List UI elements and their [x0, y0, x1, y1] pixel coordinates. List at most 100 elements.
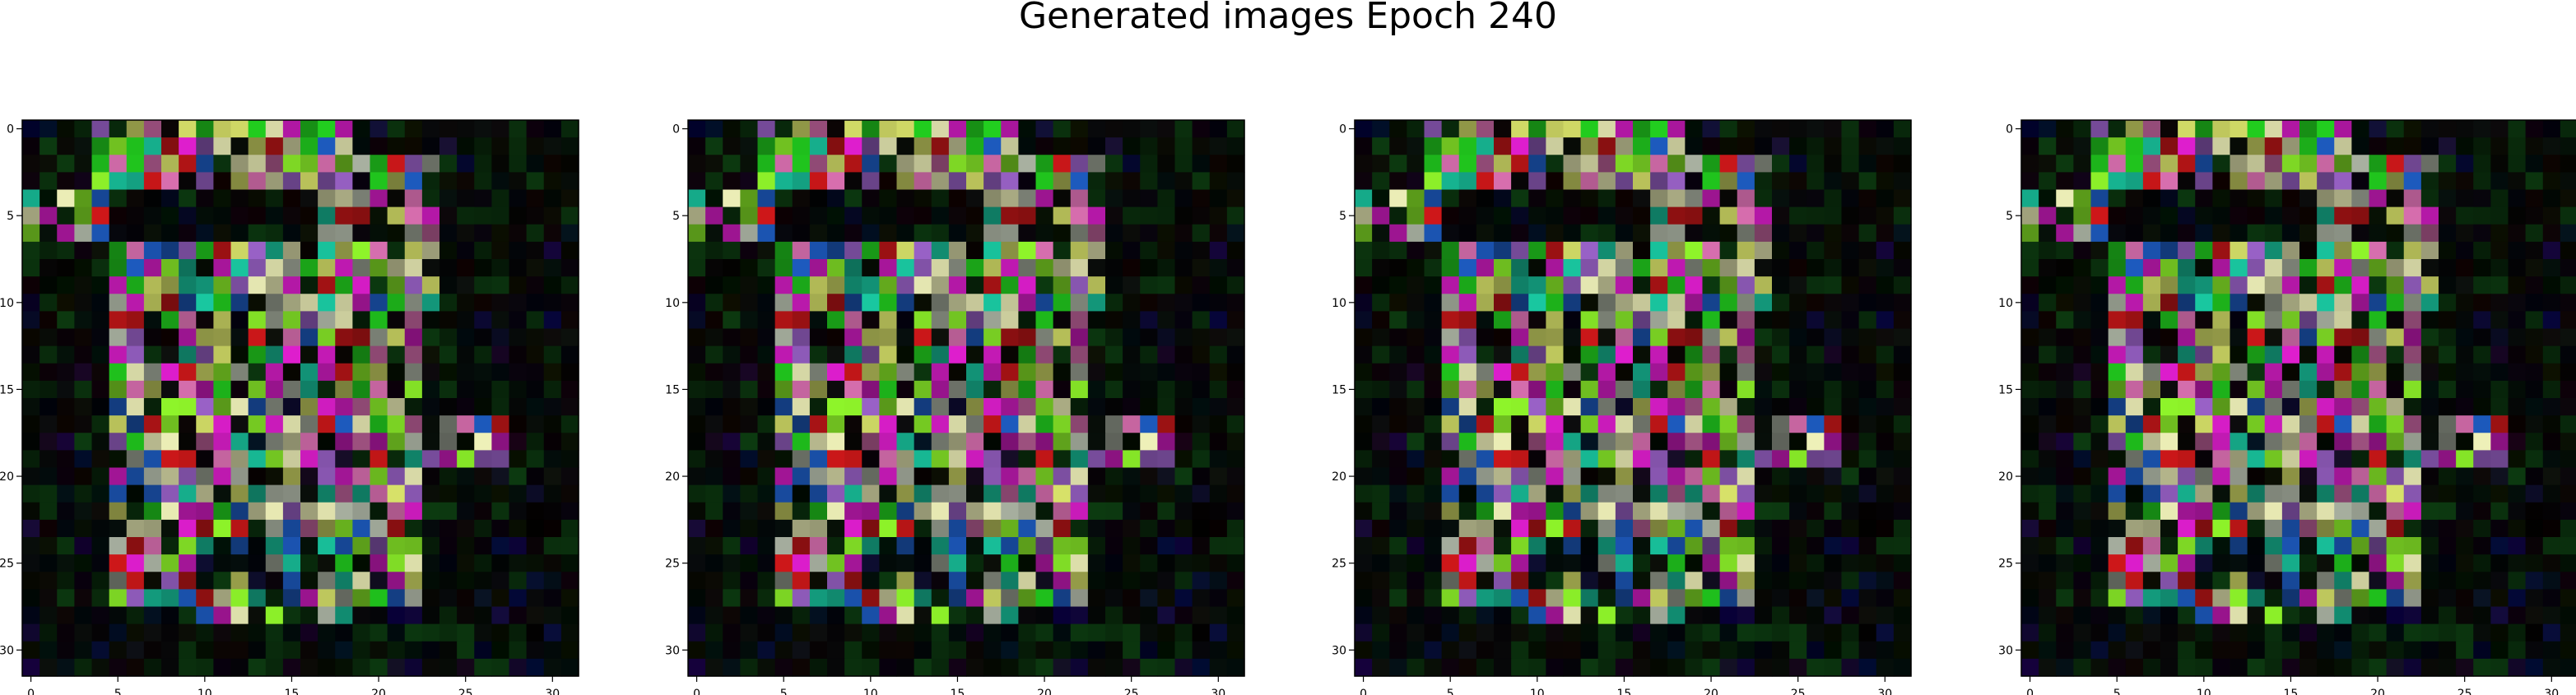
pixel-cell — [2230, 415, 2248, 433]
pixel-cell — [2264, 415, 2283, 433]
pixel-cell — [2490, 189, 2509, 208]
pixel-cell — [2125, 589, 2144, 608]
pixel-cell — [2299, 380, 2318, 399]
pixel-cell — [2299, 467, 2318, 486]
pixel-cell — [2090, 120, 2109, 138]
pixel-cell — [2264, 259, 2283, 277]
pixel-cell — [57, 345, 75, 364]
pixel-cell — [230, 537, 249, 555]
pixel-cell — [2456, 259, 2474, 277]
pixel-cell — [2299, 415, 2318, 433]
pixel-cell — [22, 276, 40, 294]
pixel-cell — [2560, 433, 2576, 451]
pixel-cell — [2299, 537, 2318, 555]
pixel-cell — [2317, 259, 2335, 277]
pixel-cell — [509, 572, 528, 590]
pixel-cell — [265, 155, 284, 173]
pixel-cell — [2351, 484, 2370, 503]
pixel-cell — [509, 189, 528, 208]
pixel-cell — [40, 241, 58, 260]
pixel-cell — [282, 450, 301, 469]
pixel-cell — [2525, 345, 2544, 364]
pixel-cell — [2317, 623, 2335, 642]
pixel-cell — [2351, 137, 2370, 155]
pixel-cell — [2369, 572, 2388, 590]
pixel-cell — [22, 380, 40, 399]
pixel-cell — [387, 433, 406, 451]
pixel-cell — [2334, 502, 2352, 521]
pixel-cell — [2403, 433, 2422, 451]
pixel-cell — [57, 380, 75, 399]
pixel-cell — [2299, 623, 2318, 642]
pixel-cell — [300, 589, 319, 608]
pixel-cell — [2125, 398, 2144, 416]
pixel-cell — [2230, 120, 2248, 138]
pixel-cell — [196, 450, 214, 469]
pixel-cell — [2125, 224, 2144, 243]
pixel-cell — [2386, 120, 2405, 138]
pixel-cell — [2525, 206, 2544, 225]
pixel-cell — [474, 415, 492, 433]
pixel-cell — [509, 241, 528, 260]
pixel-cell — [2403, 380, 2422, 399]
pixel-cell — [2073, 363, 2092, 382]
pixel-cell — [2247, 415, 2266, 433]
pixel-cell — [457, 224, 475, 243]
pixel-cell — [143, 589, 162, 608]
pixel-cell — [40, 206, 58, 225]
pixel-cell — [439, 172, 458, 191]
pixel-cell — [2351, 467, 2370, 486]
pixel-cell — [2317, 606, 2335, 625]
pixel-cell — [2142, 155, 2161, 173]
pixel-cell — [248, 554, 267, 572]
pixel-cell — [560, 519, 579, 538]
pixel-cell — [2230, 363, 2248, 382]
pixel-cell — [179, 224, 197, 243]
pixel-cell — [370, 363, 388, 382]
pixel-cell — [491, 363, 510, 382]
pixel-cell — [2351, 589, 2370, 608]
pixel-cell — [2299, 172, 2318, 191]
pixel-cell — [91, 380, 110, 399]
pixel-cell — [91, 398, 110, 416]
pixel-cell — [300, 398, 319, 416]
pixel-cell — [2525, 415, 2544, 433]
pixel-cell — [2456, 328, 2474, 347]
pixel-cell — [2212, 224, 2231, 243]
pixel-cell — [2281, 467, 2300, 486]
pixel-cell — [2247, 311, 2266, 330]
pixel-cell — [2317, 189, 2335, 208]
pixel-cell — [2334, 224, 2352, 243]
pixel-cell — [370, 206, 388, 225]
pixel-cell — [179, 467, 197, 486]
pixel-cell — [22, 120, 40, 138]
pixel-cell — [2439, 537, 2457, 555]
pixel-cell — [2108, 206, 2127, 225]
pixel-cell — [2439, 137, 2457, 155]
pixel-cell — [2525, 172, 2544, 191]
pixel-cell — [2490, 294, 2509, 312]
pixel-cell — [126, 572, 145, 590]
pixel-cell — [91, 502, 110, 521]
pixel-cell — [143, 172, 162, 191]
pixel-cell — [74, 415, 93, 433]
pixel-cell — [2090, 137, 2109, 155]
pixel-cell — [2560, 363, 2576, 382]
pixel-cell — [2420, 137, 2439, 155]
pixel-cell — [40, 415, 58, 433]
pixel-cell — [2386, 172, 2405, 191]
pixel-cell — [2281, 206, 2300, 225]
pixel-cell — [2420, 623, 2439, 642]
pixel-cell — [74, 345, 93, 364]
pixel-cell — [2178, 328, 2196, 347]
pixel-cell — [2351, 537, 2370, 555]
pixel-cell — [404, 363, 423, 382]
pixel-cell — [421, 398, 440, 416]
pixel-cell — [491, 294, 510, 312]
pixel-cell — [2508, 641, 2527, 660]
pixel-cell — [2560, 241, 2576, 260]
pixel-cell — [2508, 433, 2527, 451]
pixel-cell — [457, 137, 475, 155]
pixel-cell — [2351, 206, 2370, 225]
pixel-cell — [2039, 363, 2057, 382]
